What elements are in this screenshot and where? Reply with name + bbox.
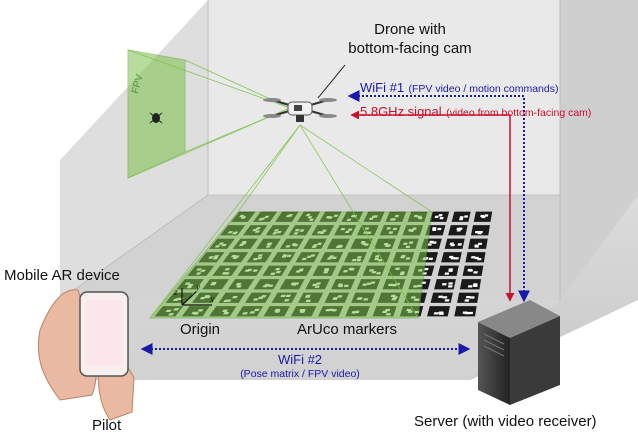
mobile-ar-label: Mobile AR device bbox=[4, 267, 120, 284]
server-label: Server (with video receiver) bbox=[414, 413, 597, 430]
aruco-marker-bit bbox=[477, 242, 483, 245]
aruco-marker-bit bbox=[434, 215, 439, 219]
aruco-marker-bit bbox=[472, 283, 478, 286]
bug-icon bbox=[149, 112, 163, 124]
server-icon bbox=[478, 300, 560, 405]
aruco-marker-bit bbox=[448, 268, 453, 271]
aruco-marker bbox=[429, 211, 450, 222]
aruco-marker-bit bbox=[477, 231, 482, 235]
aruco-marker-bit bbox=[465, 295, 471, 299]
pilot-label: Pilot bbox=[92, 417, 122, 434]
aruco-marker-bit bbox=[468, 269, 473, 272]
aruco-marker-bit bbox=[439, 216, 444, 220]
signal-main: 5.8GHz signal bbox=[360, 104, 442, 119]
aruco-marker-bit bbox=[450, 244, 455, 247]
aruco-marker-bit bbox=[429, 240, 434, 244]
aruco-marker-bit bbox=[448, 282, 453, 285]
aruco-label: ArUco markers bbox=[297, 321, 398, 338]
aruco-marker-bit bbox=[438, 312, 444, 315]
signal-label: 5.8GHz signal (video from bottom-facing … bbox=[360, 103, 591, 121]
aruco-marker-bit bbox=[459, 217, 464, 221]
drone-pointer bbox=[317, 64, 346, 99]
signal-detail: (video from bottom-facing cam) bbox=[446, 107, 592, 119]
aruco-marker-bit bbox=[457, 243, 462, 246]
wifi2-detail: (Pose matrix / FPV video) bbox=[240, 368, 360, 380]
aruco-marker-bit bbox=[484, 214, 489, 217]
drone-icon bbox=[263, 98, 337, 122]
aruco-marker-bit bbox=[474, 245, 480, 248]
aruco-marker-bit bbox=[473, 271, 478, 274]
aruco-marker-bit bbox=[474, 256, 479, 260]
aruco-marker-bit bbox=[464, 299, 470, 302]
aruco-marker bbox=[427, 306, 450, 317]
aruco-marker-bit bbox=[441, 283, 447, 286]
aruco-marker-bit bbox=[480, 214, 485, 218]
wifi2-main: WiFi #2 bbox=[277, 352, 323, 367]
wifi1-main: WiFi #1 bbox=[360, 80, 405, 95]
aruco-marker bbox=[459, 279, 482, 290]
aruco-marker-bit bbox=[438, 295, 444, 298]
aruco-marker-bit bbox=[432, 227, 437, 230]
origin-axes bbox=[181, 288, 212, 306]
aruco-marker-bit bbox=[438, 214, 443, 217]
aruco-marker-bit bbox=[433, 312, 439, 315]
phone-icon bbox=[79, 291, 129, 377]
wifi1-label: WiFi #1 (FPV video / motion commands) bbox=[360, 79, 558, 97]
axis-z-label: z bbox=[173, 287, 178, 297]
aruco-marker-bit bbox=[464, 215, 469, 218]
origin-label: Origin bbox=[180, 321, 221, 338]
aruco-marker-bit bbox=[444, 272, 450, 275]
aruco-marker-bit bbox=[437, 227, 442, 231]
aruco-marker bbox=[462, 265, 484, 276]
aruco-marker-bit bbox=[442, 296, 448, 299]
wifi1-detail: (FPV video / motion commands) bbox=[408, 83, 559, 95]
drone-label-line1: Drone with bbox=[374, 21, 446, 38]
axis-y-label: y bbox=[195, 282, 200, 292]
aruco-marker-bit bbox=[468, 311, 474, 315]
aruco-marker-bit bbox=[450, 257, 456, 260]
axis-x-label: x bbox=[209, 294, 214, 304]
aruco-marker-bit bbox=[447, 285, 453, 288]
aruco-marker-bit bbox=[467, 285, 473, 288]
aruco-marker-bit bbox=[469, 296, 475, 299]
drone-label-line2: bottom-facing cam bbox=[348, 40, 472, 57]
aruco-marker-bit bbox=[456, 229, 461, 232]
aruco-marker-bit bbox=[428, 257, 434, 261]
wifi1-arrow bbox=[347, 90, 530, 303]
aruco-marker bbox=[454, 306, 477, 317]
aruco-marker-bit bbox=[444, 299, 450, 302]
